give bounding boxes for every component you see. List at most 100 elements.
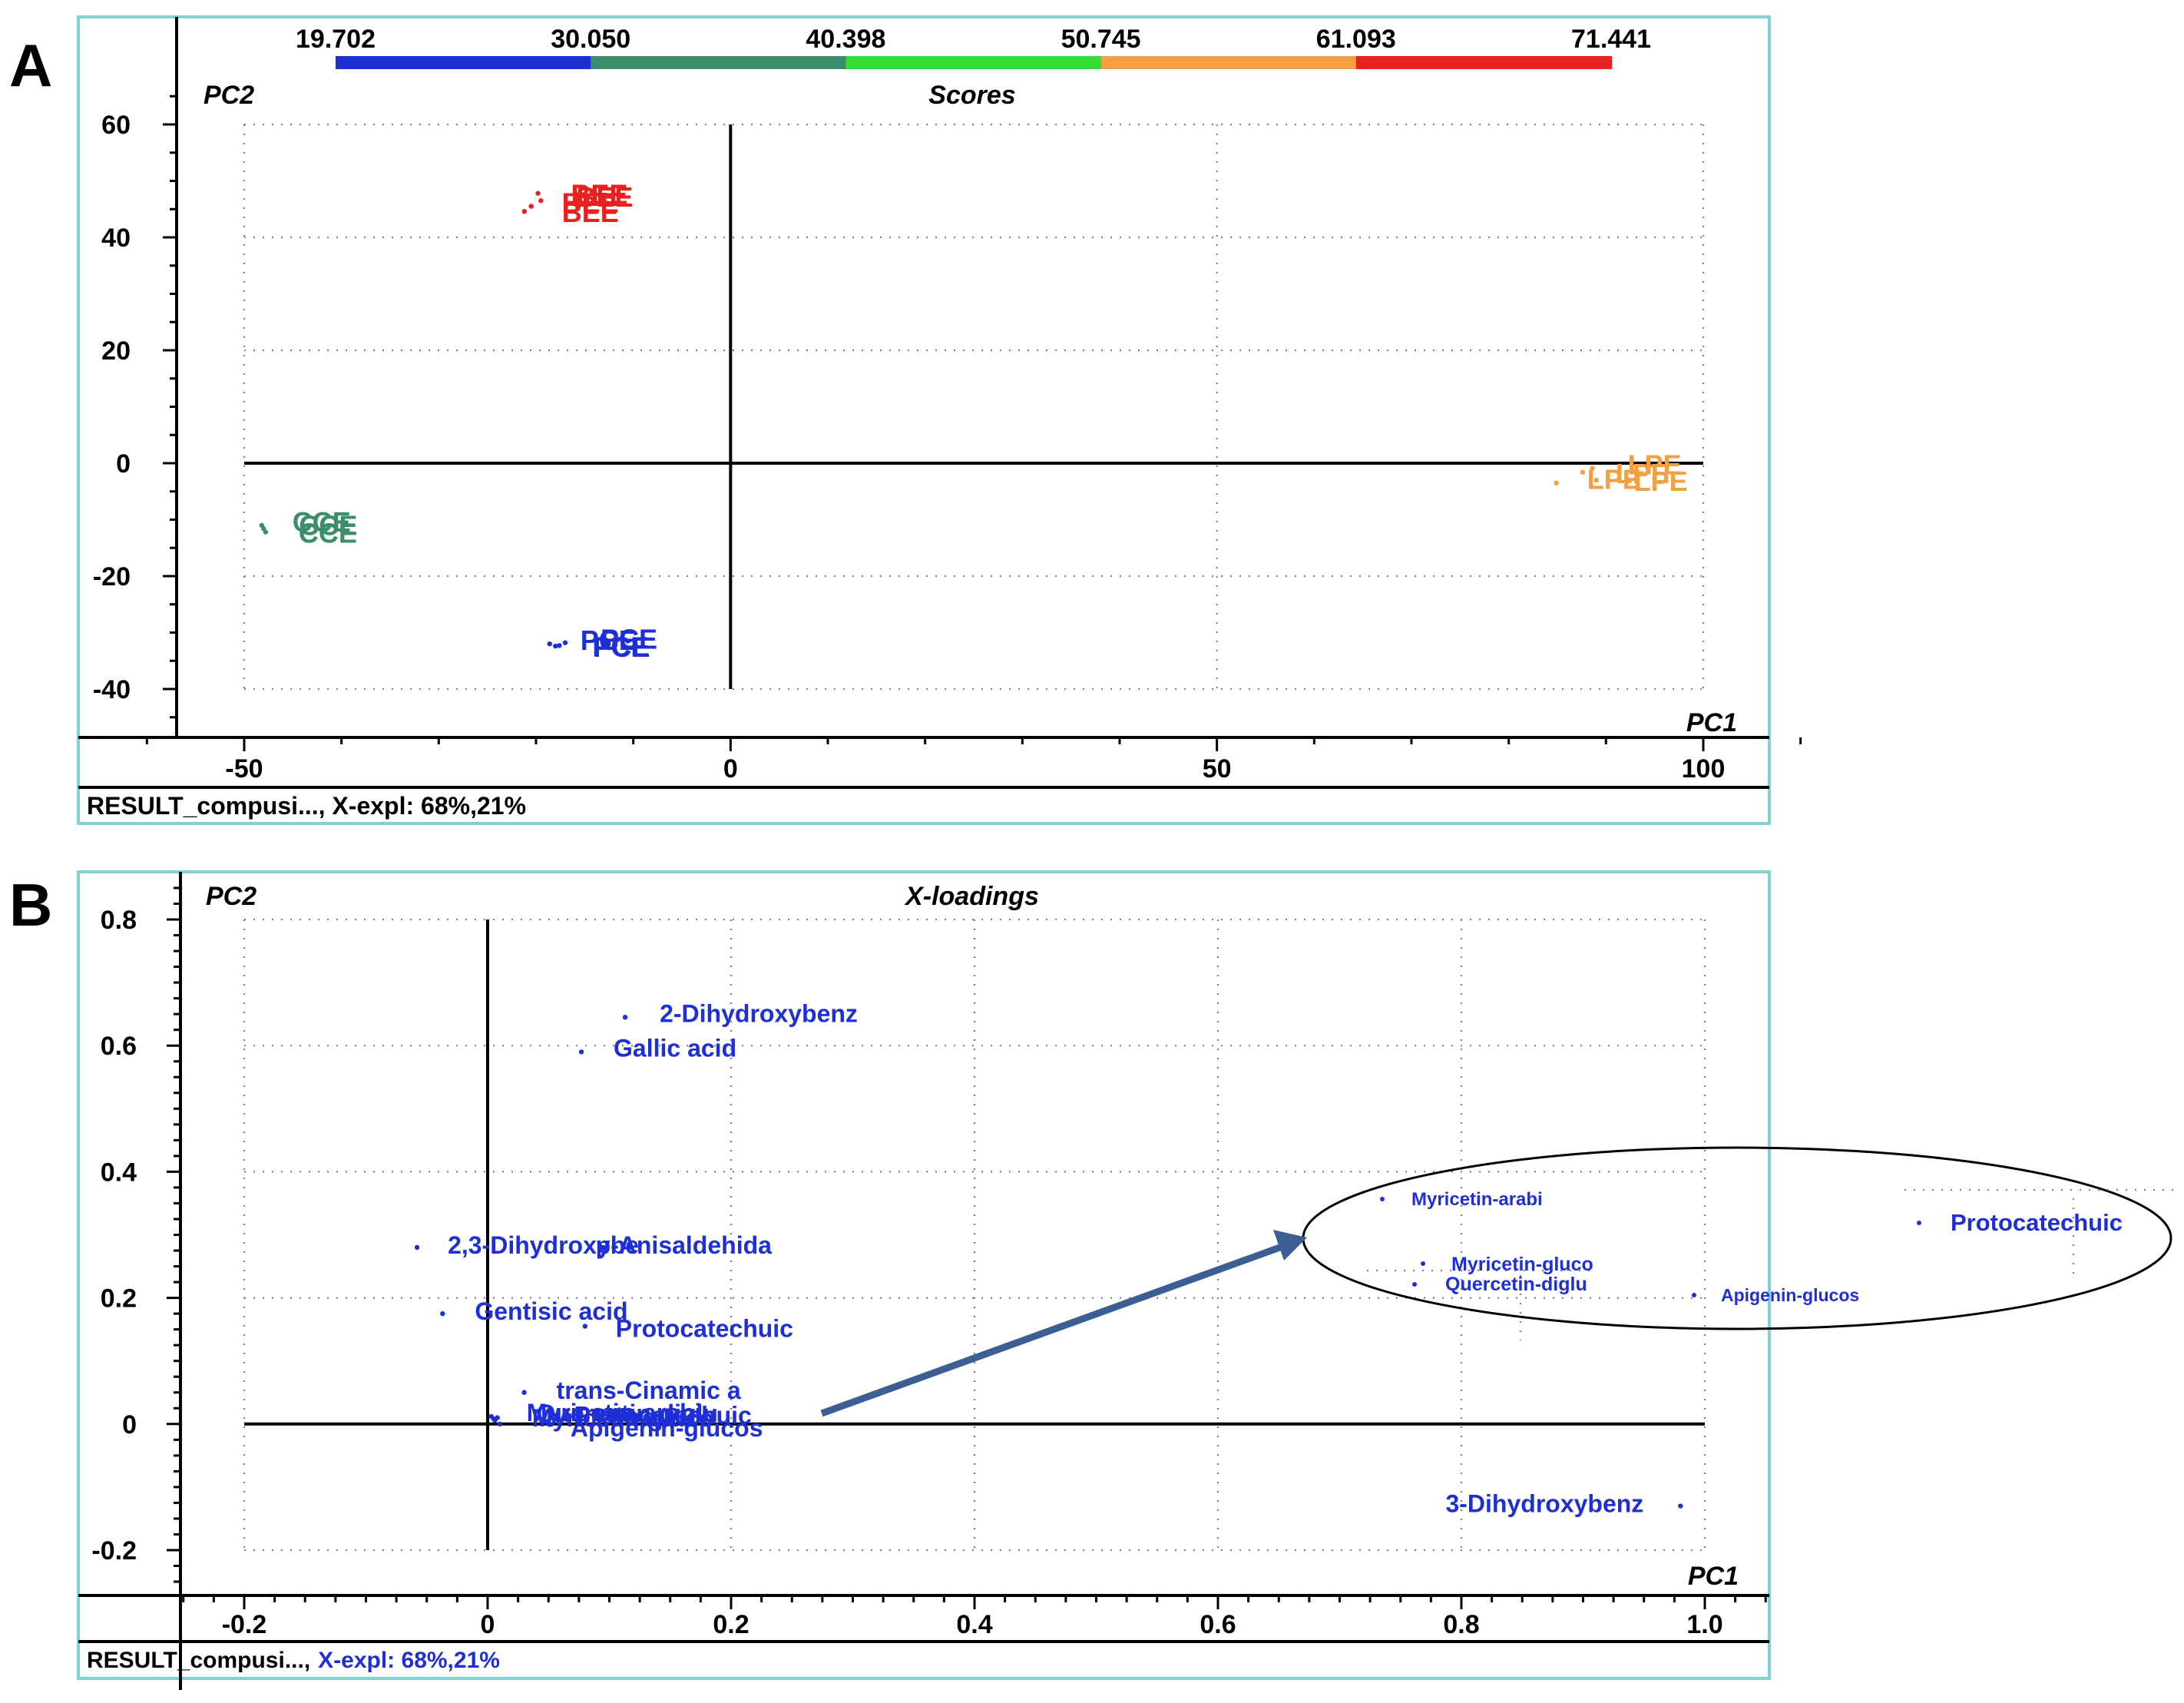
score-point-label: PCE [592,631,649,662]
loading-point [578,1049,584,1055]
score-point [553,643,558,649]
score-point [557,643,562,648]
loading-point [622,1015,628,1020]
y-tick-label: 0.2 [101,1284,137,1314]
loadings-title: X-loadings [904,882,1039,911]
scores-grid [243,123,1705,691]
score-point-label: LPE [1616,458,1669,489]
loading-point [601,1244,606,1251]
y-tick-label: 60 [101,111,131,140]
score-point-label: CCE [293,506,351,538]
score-point [261,526,266,532]
score-point [547,641,552,647]
colorbar-segment [591,56,847,69]
score-point [1593,477,1599,483]
loading-point [582,1324,587,1329]
loading-point-label: Gentisic acid [475,1297,627,1325]
scores-footer: RESULT_compusi..., X-expl: 68%,21% [87,792,526,820]
y-tick-label: -0.2 [91,1536,137,1566]
colorbar-segment [845,56,1102,69]
loading-point-label: Myricetin-arabi [527,1399,702,1426]
y-tick-label: 0.4 [101,1158,137,1187]
zoom-point [1917,1221,1921,1225]
y-tick-label: 0.6 [101,1032,137,1061]
loading-point [414,1244,420,1251]
x-tick-label: 100 [1682,754,1726,784]
zoom-point [1421,1261,1425,1266]
loadings-footer-prefix: RESULT_compusi..., [87,1648,310,1673]
score-point-label: BEE [576,181,633,213]
zoom-callout: Myricetin-arabi Protocatechuic Myricetin… [820,1146,2173,1417]
loadings-footer: RESULT_compusi..., X-expl: 68%,21% [87,1648,500,1673]
loadings-y-ticks: 0.8 0.6 0.4 0.2 0 -0.2 [91,886,180,1583]
x-tick-label: -0.2 [222,1610,267,1639]
score-point [535,191,541,196]
loadings-footer-suffix: X-expl: 68%,21% [318,1648,500,1673]
loading-point-label: Quercetin-diglu [537,1400,718,1427]
scores-points: BEEBEEBEEBEECCECCECCEPCEPCEPCEPCELPELPEL… [259,179,1688,663]
loadings-plot: PC2 X-loadings PC1 0.8 0.6 0.4 0.2 0 -0.2 -0.… [77,870,2173,1690]
y-tick-label: 0.8 [101,906,137,935]
scores-plot: 19.702 30.050 40.398 50.745 61.093 71.441 PC2… [77,15,1802,825]
zoom-arrow [820,1242,1286,1417]
x-tick-label: 50 [1203,754,1232,784]
zoom-point [1412,1282,1417,1287]
loading-point-label: 2,3-Dihydroxybe [448,1231,639,1259]
loading-point [1678,1503,1683,1509]
x-tick-label: 0 [723,754,738,784]
score-point [562,640,568,645]
x-tick-label: -50 [225,754,263,784]
y-tick-label: 40 [101,224,131,253]
y-tick-label: 0 [122,1410,137,1440]
zoom-point-label: Myricetin-arabi [1411,1189,1543,1210]
loading-point-label: Protocatechuic [574,1402,752,1430]
score-point [521,208,527,214]
score-point-label: PCE [601,624,657,655]
zoom-point-label: Protocatechuic [1951,1209,2123,1236]
x-tick-label: 0.8 [1443,1610,1479,1639]
scores-xlabel: PC1 [1686,708,1737,737]
score-point-label: LPE [1634,466,1688,497]
y-tick-label: 20 [101,336,131,366]
loading-point [495,1415,500,1420]
loadings-x-ticks: -0.2 0 0.2 0.4 0.6 0.8 1.0 [182,1595,1767,1639]
loadings-xlabel: PC1 [1688,1562,1739,1591]
colorbar-tick-label: 19.702 [296,25,376,54]
colorbar-tick-label: 61.093 [1316,25,1396,54]
score-point-label: BEE [571,179,628,210]
loadings-zero-lines [244,919,1705,1550]
panel-label-a: A [9,31,52,99]
colorbar-segment [336,56,592,69]
scores-title: Scores [928,81,1015,110]
scores-x-ticks: -50 0 50 100 [145,737,1802,784]
loading-point-label: 3-Dihydroxybenz [1445,1490,1643,1518]
score-point-label: BEE [562,187,619,219]
zoom-point-label: Myricetin-gluco [1451,1254,1593,1275]
score-point-label: CCE [299,518,357,549]
scores-zero-lines [244,124,1703,689]
score-point [1590,466,1595,471]
loading-point-label: trans-Cinamic a [557,1377,741,1404]
x-tick-label: 0.6 [1200,1610,1236,1639]
loading-point-label: Myricetin-gluco [532,1404,713,1432]
score-point-label: BEE [562,197,619,228]
loading-point [497,1421,503,1427]
scores-ylabel: PC2 [204,81,254,110]
loading-point-label: Gallic acid [614,1034,736,1062]
y-tick-label: -20 [93,562,131,591]
loading-point-label: Apigenin-glucos [571,1414,763,1442]
x-tick-label: 1.0 [1686,1610,1722,1639]
loading-point [440,1310,445,1317]
x-tick-label: 0.4 [956,1610,992,1639]
colorbar-tick-labels: 19.702 30.050 40.398 50.745 61.093 71.441 [296,25,1651,54]
loading-point-label: Protocatechuic [616,1315,793,1343]
score-point-label: CCE [299,509,357,541]
score-point-label: PCE [581,625,637,656]
loading-point-label: p-Anisaldehida [596,1231,773,1259]
loading-point [521,1390,527,1395]
colorbar [336,56,1612,69]
colorbar-segment [1355,56,1612,69]
score-point-label: PCE [593,631,650,663]
zoom-point-label: Quercetin-diglu [1445,1274,1587,1295]
x-tick-label: 0.2 [713,1610,749,1639]
